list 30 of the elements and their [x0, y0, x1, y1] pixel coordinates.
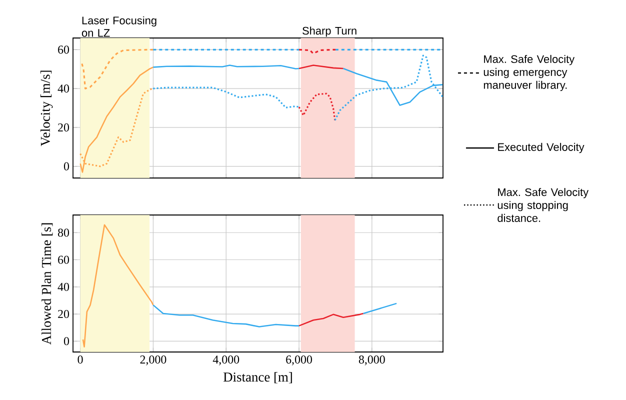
- y-axis-title: Allowed Plan Time [s]: [42, 223, 53, 345]
- y-tick-label: 60: [58, 256, 70, 264]
- y-tick-label: 60: [58, 46, 70, 54]
- text: Max. Safe Velocity using stopping distance.: [498, 188, 589, 222]
- y-tick-label: 0: [64, 337, 70, 346]
- line-series: [152, 304, 300, 328]
- y-tick-label: 40: [58, 282, 70, 291]
- line-series: [82, 224, 154, 348]
- y-tick-label: 20: [58, 310, 70, 318]
- x-axis-title: Distance [m]: [223, 372, 292, 384]
- band-label: Laser Focusing on LZ: [82, 16, 156, 37]
- x-tick-label: 8,000: [358, 356, 385, 366]
- line-series: [152, 86, 300, 108]
- text: Executed Velocity: [498, 142, 584, 154]
- x-tick-label: 4,000: [212, 356, 240, 366]
- line-series: [298, 312, 364, 326]
- x-tick-label: 6,000: [286, 356, 312, 366]
- x-tick-label: 2,000: [140, 356, 166, 366]
- line-series: [80, 66, 154, 173]
- line-series: [334, 54, 444, 122]
- y-tick-label: 80: [58, 228, 70, 237]
- y-tick-label: 0: [64, 162, 70, 170]
- x-tick-label: 0: [78, 356, 83, 364]
- text: Max. Safe Velocity using emergency maneuver library.: [484, 54, 575, 92]
- y-axis-title: Velocity [m/s]: [40, 70, 53, 146]
- line-series: [81, 48, 154, 90]
- y-tick-label: 20: [58, 123, 70, 132]
- y-tick-label: 40: [58, 84, 70, 93]
- line-series: [298, 92, 336, 122]
- band-label: Sharp Turn: [302, 26, 356, 37]
